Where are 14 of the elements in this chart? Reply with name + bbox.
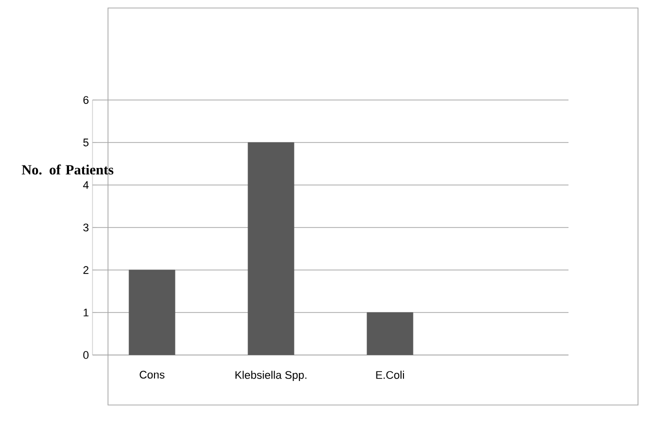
y-tick-label: 1 — [84, 308, 88, 316]
x-tick-label: Klebsiella Spp. — [236, 370, 306, 382]
y-tick-label: 3 — [83, 224, 88, 232]
x-tick-label: Cons — [140, 370, 164, 379]
y-tick-label: 0 — [83, 351, 89, 359]
bar — [248, 142, 294, 355]
y-axis-title: No. of Patients — [22, 164, 114, 175]
bar — [366, 312, 414, 355]
x-tick-label: E.Coli — [376, 370, 404, 379]
bar — [128, 270, 176, 355]
y-tick-label: 2 — [83, 266, 88, 274]
y-tick-label: 6 — [83, 96, 88, 104]
y-tick-label: 4 — [83, 181, 89, 189]
y-tick-label: 5 — [83, 138, 88, 146]
